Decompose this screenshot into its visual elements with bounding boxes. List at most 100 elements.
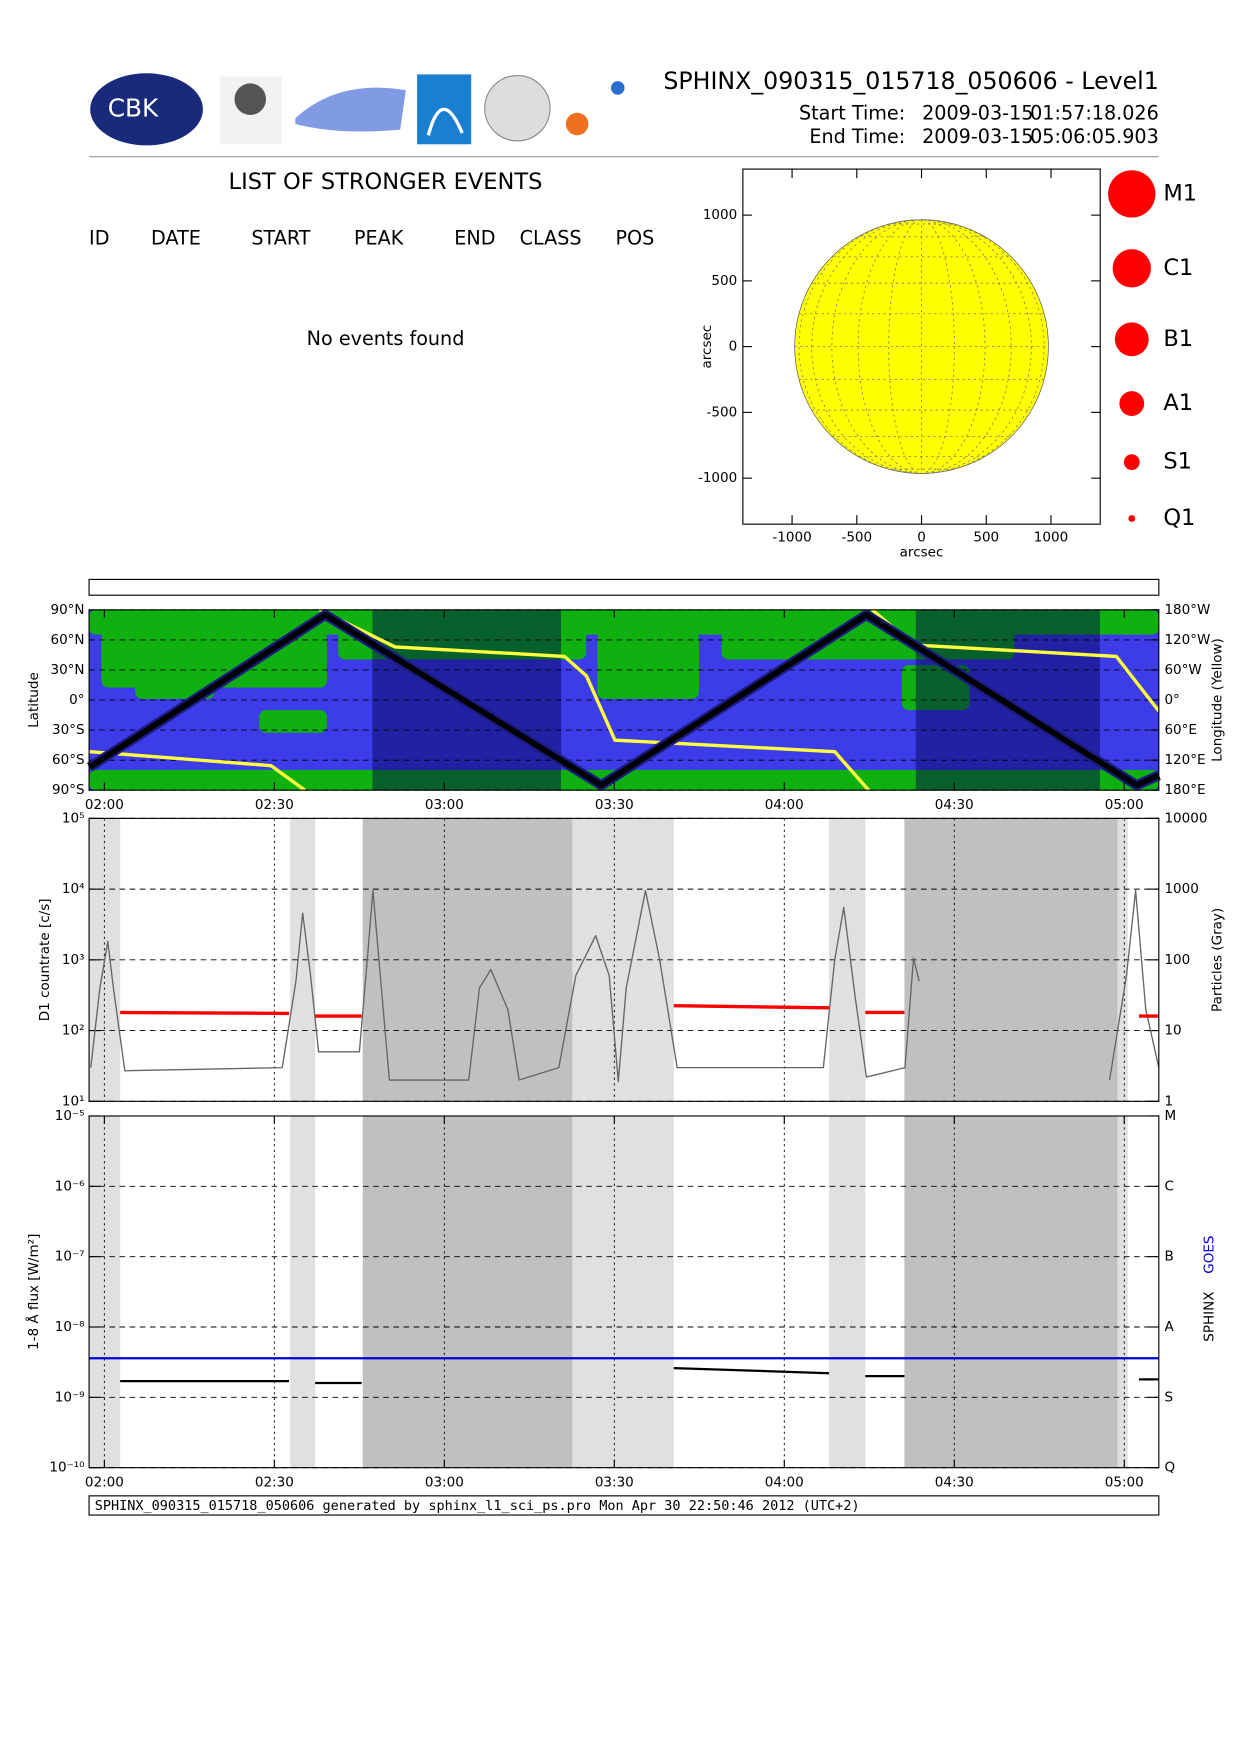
y2-tick-label: S [1164, 1389, 1173, 1405]
y2-tick-label: 60°W [1164, 662, 1201, 678]
y-tick-label: 1000 [703, 207, 737, 223]
axis-label: Particles (Gray) [1209, 908, 1225, 1012]
land [259, 710, 327, 733]
end-label: End Time: [809, 125, 905, 148]
column-header: ID [89, 226, 109, 249]
y-tick-label: 10⁻⁹ [55, 1389, 85, 1405]
y-tick-label: 10⁻⁵ [55, 1108, 85, 1124]
y-tick-label: 10³ [62, 952, 85, 968]
y-tick-label: 10⁻⁷ [55, 1249, 85, 1265]
y-tick-label: 90°N [50, 602, 84, 618]
y2-tick-label: 180°W [1164, 602, 1210, 618]
y-tick-label: 500 [711, 273, 737, 289]
legend-dot [1123, 454, 1140, 471]
legend-label: Q1 [1163, 505, 1195, 531]
y-tick-label: 10⁻⁶ [55, 1178, 85, 1194]
y2-tick-label: Q [1164, 1460, 1175, 1476]
y-tick-label: -1000 [698, 470, 737, 486]
y-tick-label: 10⁻⁸ [55, 1319, 85, 1335]
y-tick-label: 10⁻¹⁰ [49, 1460, 84, 1476]
y2-tick-label: M [1164, 1108, 1176, 1124]
dark-shading [362, 1115, 573, 1468]
footer-box [88, 1495, 1160, 1516]
land [89, 769, 1159, 791]
column-header: END [454, 226, 495, 249]
start-label: Start Time: [799, 101, 905, 124]
axis-label: Latitude [26, 672, 42, 728]
start-date: 2009-03-15 [922, 101, 1033, 124]
light-shading [1117, 1115, 1128, 1468]
logos: CBK [90, 73, 625, 146]
x-tick-label: 0 [917, 530, 926, 546]
d1-frame [88, 817, 1160, 1102]
legend-dot [1119, 391, 1145, 416]
x-tick-label: 05:00 [1105, 797, 1144, 813]
land [597, 631, 699, 699]
land [901, 665, 970, 711]
x-tick-label: 02:30 [255, 797, 294, 813]
y2-tick-label: 10000 [1164, 810, 1207, 826]
y2-tick-label: 10 [1164, 1023, 1181, 1039]
axis-label: Longitude (Yellow) [1209, 638, 1225, 762]
y2-tick-label: 60°E [1164, 722, 1197, 738]
y2-tick-label: B [1164, 1249, 1173, 1265]
y-tick-label: 10² [62, 1023, 85, 1039]
x-tick-label: 04:00 [765, 1474, 804, 1490]
column-header: PEAK [354, 226, 404, 249]
series-line [90, 889, 1160, 1083]
x-tick-label: -500 [841, 530, 872, 546]
axis-label: 1-8 Å flux [W/m²] [25, 1234, 42, 1350]
y-tick-label: 90°S [52, 782, 85, 798]
doc-title: SPHINX_090315_015718_050606 - Level1 [663, 67, 1158, 95]
portrait [234, 83, 267, 115]
x-tick-label: 02:00 [85, 1474, 124, 1490]
land [135, 676, 215, 699]
x-tick-label: 04:00 [765, 797, 804, 813]
axis-label: D1 countrate [c/s] [37, 898, 53, 1021]
y2-tick-label: 100 [1164, 952, 1190, 968]
x-tick-label: 02:30 [255, 1474, 294, 1490]
logo-5 [484, 74, 551, 142]
logo-6b [610, 81, 625, 95]
light-shading [829, 1115, 866, 1468]
y-tick-label: 60°S [52, 752, 85, 768]
y-tick-label: 30°S [52, 722, 85, 738]
legend-label: S1 [1163, 449, 1192, 475]
y-tick-label: 10⁴ [62, 881, 85, 897]
x-tick-label: 03:00 [425, 797, 464, 813]
column-header: POS [615, 226, 654, 249]
events-title: LIST OF STRONGER EVENTS [229, 169, 543, 195]
orbit-frame [88, 609, 1160, 791]
light-shading [572, 1115, 674, 1468]
series-line [120, 1367, 1159, 1385]
legend-label: B1 [1163, 326, 1193, 352]
x-tick-label: 03:30 [595, 1474, 634, 1490]
events-message: No events found [307, 327, 465, 350]
x-tick-label: 03:30 [595, 797, 634, 813]
land [721, 625, 1015, 660]
y-tick-label: 10⁵ [62, 810, 85, 826]
axis-label: GOES [1202, 1236, 1218, 1274]
goes-frame [88, 1115, 1160, 1469]
end-time: 05:06:05.903 [1030, 125, 1159, 148]
cbk-logo [90, 73, 203, 146]
cbk-text: CBK [108, 93, 159, 122]
y-tick-label: 0 [729, 339, 738, 355]
x-tick-label: 04:30 [935, 797, 974, 813]
legend-label: A1 [1163, 390, 1193, 416]
land [338, 625, 587, 660]
legend-label: M1 [1163, 180, 1197, 206]
x-tick-label: 500 [973, 530, 999, 546]
dark-shading [904, 1115, 1118, 1468]
axis-label: SPHINX [1202, 1292, 1218, 1342]
start-time: 01:57:18.026 [1030, 101, 1159, 124]
light-shading [1117, 818, 1128, 1102]
end-date: 2009-03-15 [922, 125, 1033, 148]
light-shading [290, 1115, 316, 1468]
y2-tick-label: 1000 [1164, 881, 1198, 897]
x-tick-label: 05:00 [1105, 1474, 1144, 1490]
legend-dot [1108, 170, 1156, 218]
y2-tick-label: 120°E [1164, 752, 1205, 768]
y2-tick-label: 0° [1164, 692, 1179, 708]
column-header: START [251, 226, 310, 249]
